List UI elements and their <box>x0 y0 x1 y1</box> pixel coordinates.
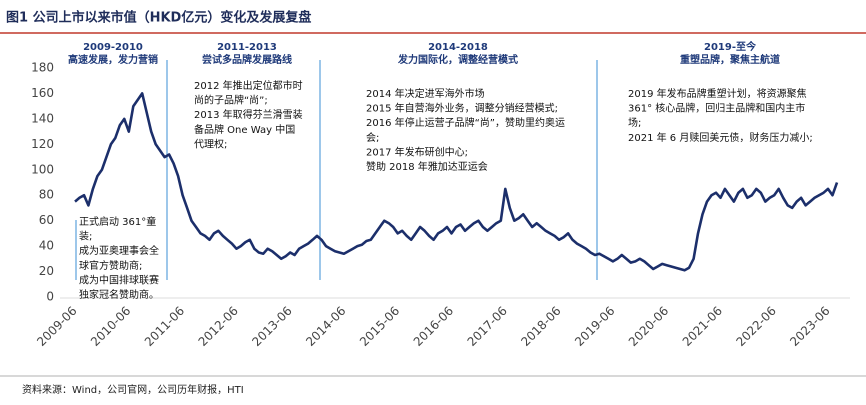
x-tick-label: 2019-06 <box>572 304 617 349</box>
y-tick-label: 120 <box>31 137 54 151</box>
note-line: 2012 年推出定位都市时 <box>194 79 303 92</box>
note-line: 2019 年发布品牌重塑计划，将资源聚焦 <box>628 87 807 100</box>
note-line: 正式启动 361°童 <box>79 215 156 228</box>
note-line: 装; <box>79 230 92 243</box>
phase-period: 2009-2010 <box>83 42 143 53</box>
note-line: 2016 年停止运营子品牌“尚”，赞助里约奥运 <box>366 116 565 129</box>
note-line: 赞助 2018 年雅加达亚运会 <box>366 160 488 173</box>
x-tick-label: 2013-06 <box>249 304 294 349</box>
y-tick-label: 20 <box>39 264 54 278</box>
y-tick-label: 60 <box>39 213 54 227</box>
x-tick-label: 2017-06 <box>465 304 510 349</box>
y-tick-label: 140 <box>31 111 54 125</box>
phase-period: 2011-2013 <box>217 42 277 53</box>
x-tick-label: 2016-06 <box>411 304 456 349</box>
note-line: 2015 年自营海外业务，调整分销经营模式; <box>366 102 558 115</box>
x-tick-label: 2022-06 <box>733 304 778 349</box>
y-tick-label: 180 <box>31 61 54 75</box>
source: 资料来源：Wind，公司官网，公司历年财报，HTI <box>22 383 244 396</box>
phase-theme: 尝试多品牌发展路线 <box>202 53 292 66</box>
x-tick-label: 2018-06 <box>518 304 563 349</box>
x-tick-label: 2020-06 <box>626 304 671 349</box>
note-line: 2021 年 6 月赎回美元债，财务压力减小; <box>628 131 813 144</box>
x-tick-label: 2014-06 <box>303 304 348 349</box>
note-line: 2014 年决定进军海外市场 <box>366 87 485 100</box>
phase-theme: 高速发展，发力营销 <box>68 53 158 66</box>
note-line: 会; <box>366 131 379 144</box>
phase-period: 2019-至今 <box>704 40 757 53</box>
note-line: 361° 核心品牌，回归主品牌和国内主市 <box>628 102 805 115</box>
phase-period: 2014-2018 <box>428 42 488 53</box>
y-tick-label: 40 <box>39 239 54 253</box>
y-tick-label: 100 <box>31 162 54 176</box>
series-line <box>74 92 839 272</box>
y-tick-label: 0 <box>46 290 54 304</box>
x-tick-label: 2015-06 <box>357 304 402 349</box>
note-line: 2013 年取得芬兰滑雪装 <box>194 108 303 121</box>
x-tick-label: 2010-06 <box>88 304 133 349</box>
y-tick-label: 80 <box>39 188 54 202</box>
y-tick-label: 160 <box>31 86 54 100</box>
x-tick-label: 2021-06 <box>680 304 725 349</box>
note-line: 成为亚奥理事会全 <box>79 244 159 257</box>
phase-theme: 发力国际化，调整经营模式 <box>397 53 518 66</box>
x-tick-label: 2009-06 <box>34 304 79 349</box>
phase-theme: 重塑品牌，聚焦主航道 <box>680 53 780 66</box>
note-line: 代理权; <box>194 137 227 150</box>
x-tick-label: 2023-06 <box>787 304 832 349</box>
x-tick-label: 2011-06 <box>142 304 187 349</box>
note-line: 2017 年发布研创中心; <box>366 145 468 158</box>
note-line: 备品牌 One Way 中国 <box>194 123 295 136</box>
note-line: 尚的子品牌“尚”; <box>194 94 268 107</box>
x-tick-label: 2012-06 <box>196 304 241 349</box>
figure-title: 图1 公司上市以来市值（HKD亿元）变化及发展复盘 <box>6 10 311 26</box>
note-line: 成为中国排球联赛 <box>79 273 159 286</box>
note-line: 独家冠名赞助商。 <box>79 288 159 301</box>
note-line: 球官方赞助商; <box>79 259 142 272</box>
note-line: 场; <box>628 116 641 129</box>
